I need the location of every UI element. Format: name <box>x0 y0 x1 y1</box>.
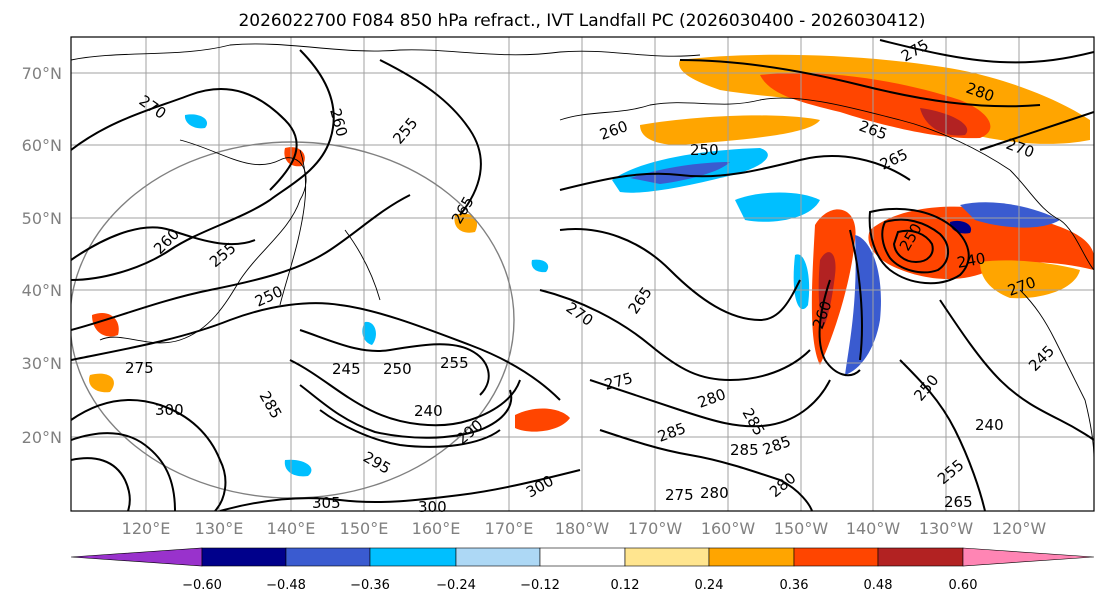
graticule <box>71 37 1094 511</box>
shade-orange-alaska-band <box>640 115 820 145</box>
contour-label: 275 <box>665 486 694 504</box>
contour-label: 245 <box>332 360 361 378</box>
lon-label: 170°E <box>485 519 534 538</box>
colorbar-cells <box>70 547 1095 567</box>
shade-red-west <box>92 312 119 337</box>
contour-label: 275 <box>125 359 154 377</box>
contour-label: 265 <box>944 493 973 511</box>
colorbar-cell <box>624 547 710 567</box>
colorbar-tick-label: −0.60 <box>182 578 222 593</box>
colorbar-tick-label: −0.12 <box>520 578 560 593</box>
contour-label: 255 <box>440 354 469 372</box>
colorbar-cell <box>285 547 371 567</box>
shade-darkred-arctic <box>920 108 968 136</box>
lat-label: 70°N <box>22 64 62 83</box>
lat-label: 40°N <box>22 281 62 300</box>
colorbar-extend-low <box>70 547 203 567</box>
contour-label: 250 <box>690 141 719 159</box>
contour-label: 240 <box>956 249 987 272</box>
colorbar-tick-label: 0.24 <box>695 578 724 593</box>
lon-label: 140°W <box>846 519 901 538</box>
contour-label: 240 <box>414 402 443 420</box>
lon-label: 150°W <box>774 519 829 538</box>
map-panel: 270 260 255 265 260 255 250 275 245 250 … <box>70 36 1095 516</box>
colorbar-extend-high <box>962 547 1095 567</box>
map-frame <box>70 36 1095 512</box>
contour-label: 300 <box>418 498 447 516</box>
colorbar-cell <box>455 547 541 567</box>
colorbar-tick-label: −0.36 <box>350 578 390 593</box>
shade-blue-kamchatka <box>184 114 208 129</box>
contour-label: 305 <box>312 494 341 512</box>
lat-label: 30°N <box>22 354 62 373</box>
lon-label: 120°W <box>992 519 1047 538</box>
shade-lightblue-ne-pacific <box>735 192 820 222</box>
colorbar-tick-label: 0.60 <box>949 578 978 593</box>
shade-blue-trough <box>845 235 881 375</box>
lon-label: 160°E <box>412 519 461 538</box>
longitude-labels: 120°E 130°E 140°E 150°E 160°E 170°E 180°… <box>122 519 1047 538</box>
lon-label: 170°W <box>628 519 683 538</box>
colorbar-cell <box>369 547 457 567</box>
shade-blue-central <box>362 321 376 345</box>
lon-label: 120°E <box>122 519 171 538</box>
colorbar-cell <box>539 547 626 567</box>
lat-label: 60°N <box>22 136 62 155</box>
latitude-labels: 70°N 60°N 50°N 40°N 30°N 20°N <box>22 64 62 447</box>
colorbar-cell <box>877 547 964 567</box>
contour-label: 285 <box>730 441 759 459</box>
colorbar-cell <box>201 547 287 567</box>
colorbar-tick-label: −0.48 <box>266 578 306 593</box>
shade-orange-ring <box>89 373 114 393</box>
colorbar: −0.60 −0.48 −0.36 −0.24 −0.12 0.12 0.24 … <box>70 547 1095 593</box>
shade-orange-northeast <box>980 260 1080 299</box>
lon-label: 140°E <box>267 519 316 538</box>
lat-label: 20°N <box>22 428 62 447</box>
colorbar-ticks: −0.60 −0.48 −0.36 −0.24 −0.12 0.12 0.24 … <box>182 578 977 593</box>
refractivity-contours <box>71 39 1094 511</box>
shade-blue-gulf <box>531 259 549 273</box>
colorbar-tick-label: 0.12 <box>611 578 640 593</box>
colorbar-tick-label: 0.36 <box>780 578 809 593</box>
shade-blue-northeast <box>960 202 1060 228</box>
colorbar-cell <box>708 547 795 567</box>
contour-label: 250 <box>383 360 412 378</box>
colorbar-tick-label: −0.24 <box>436 578 476 593</box>
colorbar-cell <box>793 547 879 567</box>
lon-label: 130°W <box>919 519 974 538</box>
colorbar-tick-label: 0.48 <box>864 578 893 593</box>
figure-title: 2026022700 F084 850 hPa refract., IVT La… <box>238 11 925 31</box>
lon-label: 150°E <box>340 519 389 538</box>
lon-label: 160°W <box>701 519 756 538</box>
contour-label: 240 <box>975 416 1004 434</box>
lat-label: 50°N <box>22 209 62 228</box>
contour-label: 280 <box>700 484 729 502</box>
lon-label: 180°W <box>555 519 610 538</box>
contour-label: 300 <box>155 401 184 419</box>
lon-label: 130°E <box>195 519 244 538</box>
shade-orange-subtropic <box>515 408 570 432</box>
